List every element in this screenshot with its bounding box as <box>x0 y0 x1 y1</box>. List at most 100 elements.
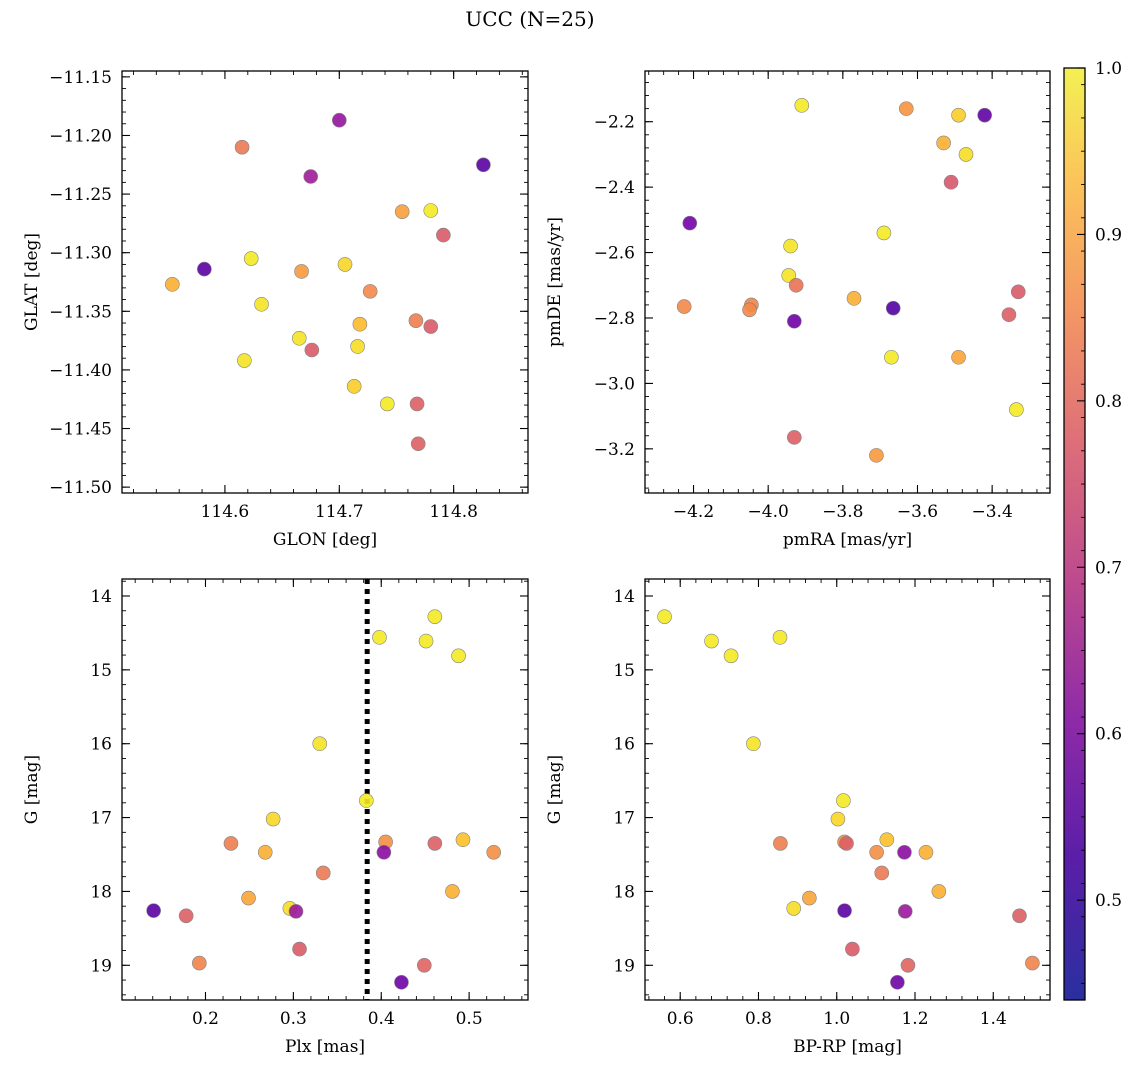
y-tick-label: −2.6 <box>594 244 635 264</box>
x-tick-label: 1.0 <box>823 1009 850 1029</box>
scatter-point <box>839 836 854 851</box>
scatter-point <box>874 865 890 881</box>
scatter-point <box>254 296 269 312</box>
scatter-point <box>427 609 443 624</box>
scatter-point <box>918 844 934 860</box>
x-tick-label: −3.8 <box>822 502 863 522</box>
scatter-point <box>178 908 194 924</box>
y-tick-label: −11.20 <box>49 126 112 146</box>
scatter-point <box>1001 307 1017 323</box>
scatter-point <box>337 257 353 272</box>
y-tick-label: 14 <box>613 587 635 607</box>
scatter-point <box>362 284 378 299</box>
scatter-point <box>783 238 798 254</box>
scatter-point <box>787 313 802 329</box>
y-tick-label: 14 <box>90 587 112 607</box>
y-axis-label: G [mag] <box>22 755 42 824</box>
x-tick-label: 114.8 <box>429 502 478 522</box>
y-tick-label: −2.4 <box>594 178 635 198</box>
y-tick-label: −11.45 <box>49 420 112 440</box>
scatter-point <box>682 215 698 231</box>
colorbar-tick-label: 0.7 <box>1095 558 1122 578</box>
scatter-point <box>977 107 992 123</box>
x-axis-label: Plx [mas] <box>285 1037 365 1057</box>
scatter-point <box>1025 955 1040 971</box>
scatter-point <box>781 268 797 283</box>
scatter-point <box>352 316 368 332</box>
y-tick-label: 18 <box>613 882 635 902</box>
x-axis-label: BP-RP [mag] <box>793 1037 902 1057</box>
scatter-point <box>288 904 304 919</box>
scatter-point <box>1012 908 1027 924</box>
scatter-point <box>315 865 331 881</box>
panel-glon-glat: 114.6 114.7 114.8 −11.15 −11.20 −11.25 −11.30 −… <box>22 68 529 550</box>
colorbar-tick-label: 0.6 <box>1095 725 1122 745</box>
scatter-point <box>476 157 491 173</box>
axes-frame <box>644 578 1051 1001</box>
scatter-point <box>241 890 256 906</box>
scatter-point <box>746 736 761 752</box>
scatter-point <box>436 227 451 243</box>
scatter-point <box>146 903 161 918</box>
scatter-point <box>876 225 892 241</box>
y-tick-label: 15 <box>90 661 112 681</box>
x-tick-label: 0.5 <box>456 1009 483 1029</box>
scatter-point <box>958 147 974 162</box>
scatter-point <box>723 648 739 664</box>
scatter-point <box>410 436 426 452</box>
y-tick-label: −11.40 <box>49 361 112 381</box>
x-axis-label: GLON [deg] <box>273 530 377 550</box>
scatter-point <box>418 633 434 649</box>
colorbar-gradient <box>1063 67 1086 1001</box>
scatter-point <box>794 98 810 113</box>
panel-bprp-g: 0.6 0.8 1.0 1.2 1.4 14 15 16 17 18 19 BP-RP [mag] G … <box>545 578 1051 1057</box>
scatter-point <box>427 836 443 851</box>
scatter-point <box>657 609 672 624</box>
scatter-point <box>931 884 947 899</box>
scatter-point <box>331 112 347 128</box>
scatter-point <box>885 300 901 316</box>
scatter-point <box>897 904 913 919</box>
panel-plx-g: 0.2 0.3 0.4 0.5 14 15 16 17 18 19 Plx [mas] G [mag] <box>22 578 529 1057</box>
y-tick-label: −3.2 <box>594 440 635 460</box>
x-tick-label: −3.6 <box>897 502 938 522</box>
y-tick-label: 15 <box>613 661 635 681</box>
x-tick-label: 1.4 <box>980 1009 1007 1029</box>
y-tick-label: −11.30 <box>49 244 112 264</box>
scatter-point <box>486 844 502 860</box>
scatter-point <box>234 139 250 155</box>
colorbar-tick-label: 0.9 <box>1095 225 1122 245</box>
y-tick-label: −11.35 <box>49 302 112 322</box>
y-tick-label: 19 <box>90 956 112 976</box>
scatter-point <box>346 379 362 394</box>
scatter-point <box>376 844 392 860</box>
x-axis-label: pmRA [mas/yr] <box>783 530 912 550</box>
x-tick-label: 0.2 <box>192 1009 219 1029</box>
y-axis-label: GLAT [deg] <box>22 233 42 331</box>
colorbar-tick-label: 0.5 <box>1095 891 1122 911</box>
scatter-point <box>897 844 912 860</box>
y-axis-label: pmDE [mas/yr] <box>545 217 565 347</box>
x-tick-label: 1.2 <box>901 1009 928 1029</box>
scatter-point <box>303 169 319 184</box>
scatter-point <box>1009 402 1024 417</box>
scatter-point <box>884 349 899 365</box>
scatter-point <box>1010 284 1026 300</box>
scatter-point <box>223 836 239 851</box>
x-tick-label: −4.2 <box>673 502 714 522</box>
scatter-point <box>243 251 259 266</box>
x-tick-label: 0.6 <box>667 1009 694 1029</box>
scatter-point <box>409 396 425 412</box>
x-tick-label: 0.3 <box>280 1009 307 1029</box>
scatter-point <box>869 448 884 463</box>
scatter-point <box>451 648 466 664</box>
scatter-point <box>787 430 802 445</box>
figure-title: UCC (N=25) <box>465 7 594 31</box>
scatter-point <box>455 832 471 848</box>
y-tick-label: −2.2 <box>594 113 635 133</box>
scatter-point <box>704 633 719 649</box>
scatter-point <box>445 884 460 899</box>
scatter-point <box>676 299 692 314</box>
y-tick-label: 16 <box>90 735 112 755</box>
